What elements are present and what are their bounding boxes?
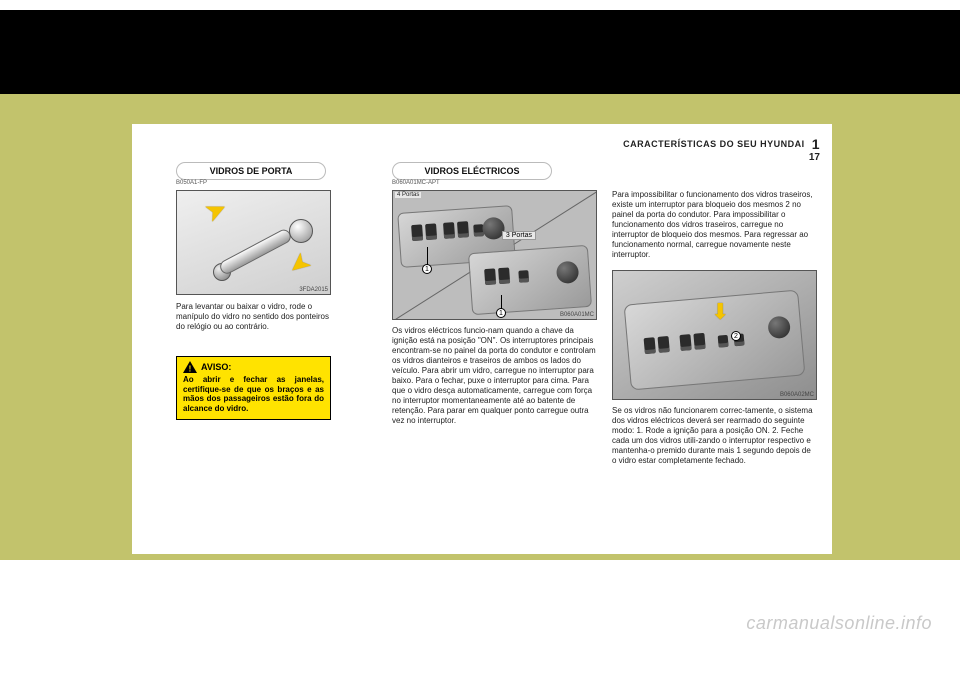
window-switch-icon [425, 223, 437, 240]
arrow-ccw-icon: ➤ [199, 192, 232, 229]
window-switch-icon [679, 334, 691, 351]
header-breadcrumb: CARACTERÍSTICAS DO SEU HYUNDAI 1 [623, 136, 820, 152]
window-switch-icon [693, 333, 705, 350]
body-text-right-top: Para impossibilitar o funcionamento dos … [612, 190, 817, 260]
warning-head: ! AVISO: [183, 361, 324, 373]
section-tab-vidros-porta: VIDROS DE PORTA [176, 162, 326, 180]
tag-4-portas: 4 Portas [395, 192, 421, 198]
callout-1-bot: 1 [496, 308, 506, 318]
door-panel-3p [468, 245, 592, 315]
arrow-down-icon: ⬇ [711, 299, 729, 325]
chapter-number: 1 [812, 136, 820, 152]
top-black-bar [0, 10, 960, 94]
svg-text:!: ! [189, 365, 192, 374]
warning-box: ! AVISO: Ao abrir e fechar as janelas, c… [176, 356, 331, 420]
switch-row-r-b [679, 333, 705, 351]
lock-switch-icon [518, 270, 529, 283]
window-switch-icon [658, 336, 670, 353]
window-switch-icon [457, 221, 469, 238]
switch-row-3p [484, 267, 510, 285]
crank-shaft [218, 227, 293, 276]
code-mid: B060A01MC-APT [392, 180, 440, 186]
window-switch-icon [498, 267, 510, 284]
window-switch-icon [484, 268, 496, 285]
page-number: 17 [809, 152, 820, 163]
figure-caption-left: 3FDA2015 [299, 287, 328, 293]
mirror-joystick-icon [767, 315, 791, 339]
body-text-left: Para levantar ou baixar o vidro, rode o … [176, 302, 331, 332]
body-text-right-bot: Se os vidros não funcionarem correc-tame… [612, 406, 817, 466]
manual-page: CARACTERÍSTICAS DO SEU HYUNDAI 1 17 VIDR… [132, 124, 832, 554]
crank-knob [289, 219, 313, 243]
warning-triangle-icon: ! [183, 361, 197, 373]
watermark-text: carmanualsonline.info [746, 613, 932, 634]
window-lock-switch-icon [718, 335, 729, 348]
callout-1-top: 1 [422, 264, 432, 274]
switch-row-r-a [644, 336, 670, 354]
figure-door-panels: 4 Portas 1 3 Portas [392, 190, 597, 320]
switch-row-4p-a [411, 223, 437, 241]
warning-title: AVISO: [201, 362, 231, 372]
figure-caption-mid: B060A01MC [560, 312, 594, 318]
figure-crank-handle: ➤ ➤ 3FDA2015 [176, 190, 331, 295]
code-left: B050A1-FP [176, 180, 207, 186]
window-switch-icon [411, 224, 423, 241]
arrow-cw-icon: ➤ [282, 246, 319, 284]
warning-body: Ao abrir e fechar as janelas, certifique… [183, 375, 324, 413]
callout-2: 2 [731, 331, 741, 341]
figure-caption-right: B060A02MC [780, 392, 814, 398]
breadcrumb-text: CARACTERÍSTICAS DO SEU HYUNDAI [623, 139, 805, 149]
figure-door-panel-lock: ⬇ 2 B060A02MC [612, 270, 817, 400]
window-switch-icon [443, 222, 455, 239]
switch-row-4p-b [443, 221, 469, 239]
page-root: CARACTERÍSTICAS DO SEU HYUNDAI 1 17 VIDR… [0, 0, 960, 678]
tag-3-portas: 3 Portas [502, 231, 536, 240]
window-switch-icon [644, 337, 656, 354]
body-text-mid: Os vidros eléctricos funcio-nam quando a… [392, 326, 597, 426]
leader-line [427, 247, 428, 265]
mirror-joystick-icon [556, 261, 579, 284]
section-tab-vidros-electricos: VIDROS ELÉCTRICOS [392, 162, 552, 180]
leader-line [501, 295, 502, 309]
